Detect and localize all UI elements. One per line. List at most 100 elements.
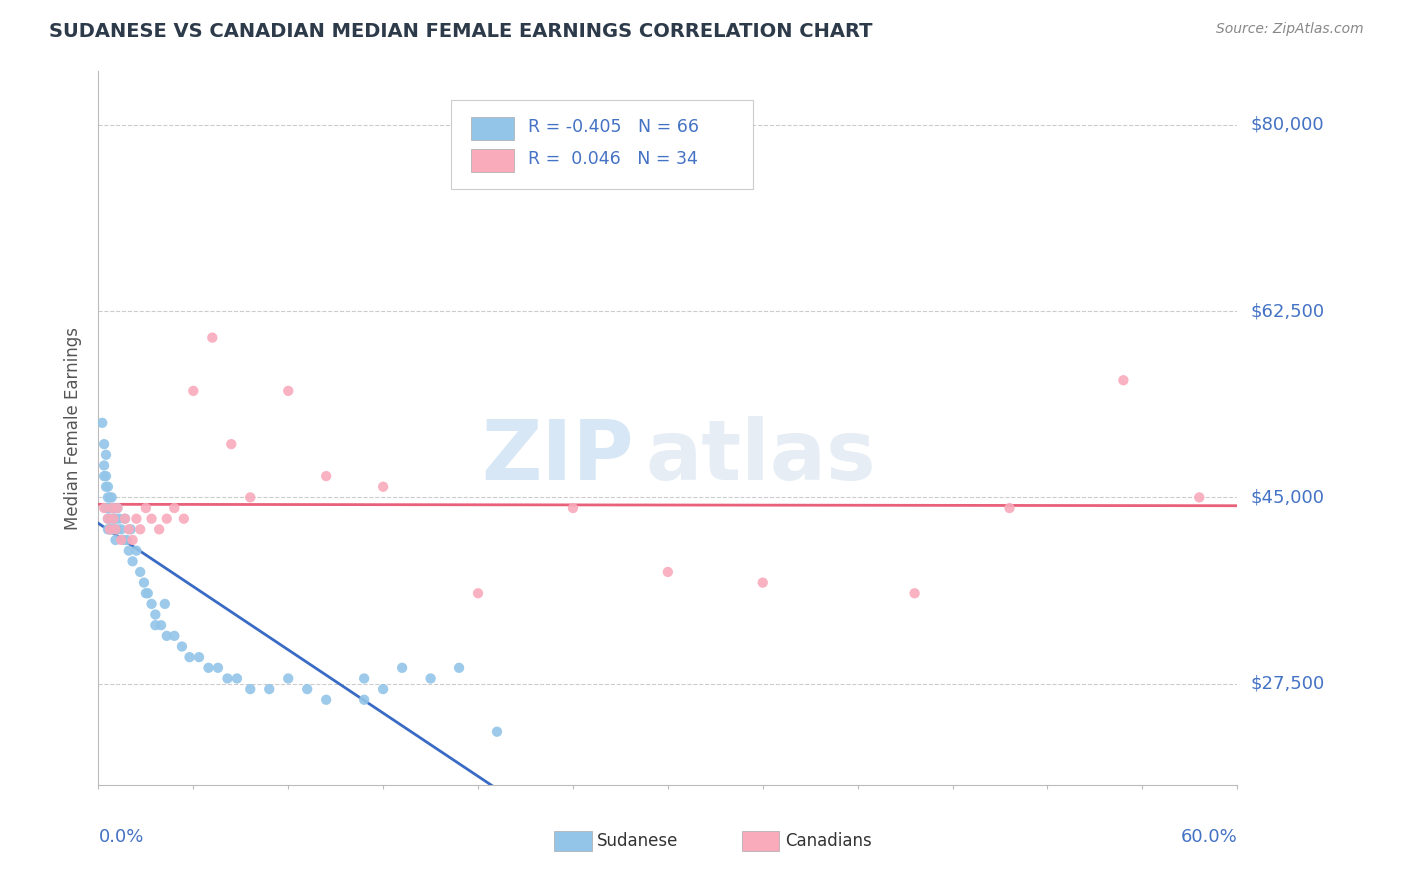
Point	[486, 724, 509, 739]
Point	[94, 469, 117, 483]
Text: $80,000: $80,000	[1251, 116, 1324, 134]
Point	[118, 522, 141, 536]
Point	[129, 522, 152, 536]
Text: $45,000: $45,000	[1251, 489, 1324, 507]
Text: ZIP: ZIP	[481, 417, 634, 497]
Point	[752, 575, 775, 590]
Point	[100, 501, 122, 516]
Text: 60.0%: 60.0%	[1181, 828, 1237, 846]
Point	[100, 501, 122, 516]
Point	[104, 511, 127, 525]
Point	[97, 480, 120, 494]
Point	[103, 511, 125, 525]
Point	[135, 586, 157, 600]
Point	[156, 511, 179, 525]
Point	[391, 661, 413, 675]
Point	[103, 522, 125, 536]
Point	[353, 672, 375, 686]
Point	[120, 522, 142, 536]
FancyBboxPatch shape	[554, 831, 592, 851]
Point	[449, 661, 471, 675]
Point	[112, 533, 135, 547]
Point	[98, 491, 121, 505]
Point	[150, 618, 173, 632]
Point	[136, 586, 159, 600]
FancyBboxPatch shape	[471, 149, 515, 172]
Point	[163, 629, 186, 643]
Point	[221, 437, 243, 451]
Point	[108, 511, 131, 525]
Text: atlas: atlas	[645, 417, 876, 497]
Point	[904, 586, 927, 600]
Point	[277, 672, 299, 686]
Point	[98, 522, 121, 536]
Text: SUDANESE VS CANADIAN MEDIAN FEMALE EARNINGS CORRELATION CHART: SUDANESE VS CANADIAN MEDIAN FEMALE EARNI…	[49, 22, 873, 41]
Text: Canadians: Canadians	[785, 831, 872, 849]
Point	[104, 522, 127, 536]
Point	[132, 575, 155, 590]
Point	[467, 586, 489, 600]
FancyBboxPatch shape	[742, 831, 779, 851]
Point	[145, 607, 167, 622]
Point	[93, 501, 115, 516]
Point	[97, 501, 120, 516]
Text: $62,500: $62,500	[1251, 302, 1324, 320]
Point	[163, 501, 186, 516]
Point	[129, 565, 152, 579]
Point	[419, 672, 441, 686]
Point	[100, 522, 122, 536]
Point	[201, 331, 224, 345]
Point	[1188, 491, 1211, 505]
Text: Source: ZipAtlas.com: Source: ZipAtlas.com	[1216, 22, 1364, 37]
Point	[98, 511, 121, 525]
Point	[114, 511, 136, 525]
Point	[93, 437, 115, 451]
Point	[121, 533, 143, 547]
Point	[97, 491, 120, 505]
Point	[125, 543, 148, 558]
Point	[107, 522, 129, 536]
Point	[562, 501, 585, 516]
Point	[110, 533, 132, 547]
Y-axis label: Median Female Earnings: Median Female Earnings	[65, 326, 83, 530]
Point	[170, 640, 193, 654]
Point	[100, 491, 122, 505]
Point	[98, 522, 121, 536]
Point	[94, 480, 117, 494]
Point	[188, 650, 211, 665]
Point	[277, 384, 299, 398]
Point	[94, 448, 117, 462]
Point	[97, 511, 120, 525]
Point	[239, 682, 262, 697]
Point	[259, 682, 281, 697]
Point	[226, 672, 249, 686]
FancyBboxPatch shape	[471, 117, 515, 140]
Point	[145, 618, 167, 632]
Point	[103, 511, 125, 525]
Point	[217, 672, 239, 686]
Point	[156, 629, 179, 643]
Point	[1112, 373, 1135, 387]
Point	[239, 491, 262, 505]
Point	[103, 501, 125, 516]
Point	[148, 522, 170, 536]
Point	[141, 511, 163, 525]
Point	[297, 682, 319, 697]
Point	[115, 533, 138, 547]
Text: 0.0%: 0.0%	[98, 828, 143, 846]
Point	[110, 522, 132, 536]
Point	[118, 543, 141, 558]
Point	[183, 384, 205, 398]
Text: R = -0.405   N = 66: R = -0.405 N = 66	[527, 118, 699, 136]
Point	[107, 501, 129, 516]
Point	[93, 469, 115, 483]
Point	[97, 511, 120, 525]
Point	[657, 565, 679, 579]
Point	[207, 661, 229, 675]
Point	[173, 511, 195, 525]
Point	[94, 501, 117, 516]
Point	[104, 533, 127, 547]
Point	[135, 501, 157, 516]
Point	[315, 692, 337, 706]
Point	[107, 501, 129, 516]
